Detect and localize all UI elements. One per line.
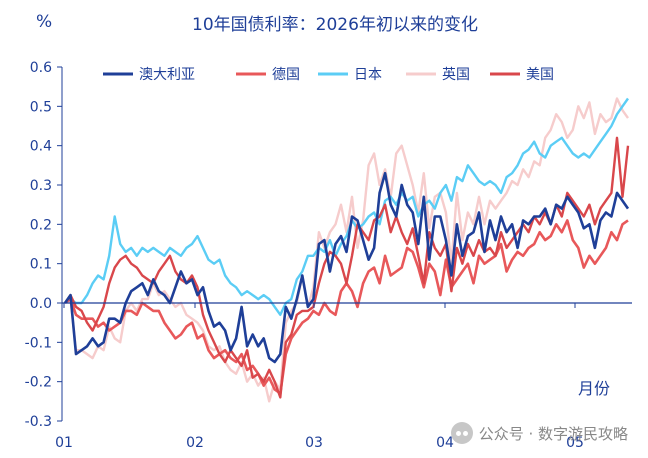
legend-label: 美国 <box>526 67 554 83</box>
legend-label: 澳大利亚 <box>139 67 195 83</box>
y-tick-label: 0.6 <box>30 60 52 76</box>
y-axis-unit: % <box>36 12 52 32</box>
x-tick-label: 05 <box>566 435 584 451</box>
y-tick-label: 0.4 <box>30 139 52 155</box>
y-tick-label: -0.1 <box>25 335 52 351</box>
y-tick-label: 0.1 <box>30 257 52 273</box>
y-tick-label: -0.3 <box>25 414 52 430</box>
x-tick-label: 02 <box>186 435 204 451</box>
axes: -0.3 -0.2 -0.1 0.0 0.1 0.2 0.3 0.4 0.5 0.6 01 02 03 0… <box>25 60 632 451</box>
series-line-3 <box>64 97 629 403</box>
watermark-text: 公众号 · 数字游民攻略 <box>478 424 628 443</box>
y-tick-label: 0.0 <box>30 296 52 312</box>
x-axis-label: 月份 <box>578 379 610 398</box>
y-tick-label: 0.2 <box>30 217 52 233</box>
series-line-2 <box>64 97 629 316</box>
legend-label: 英国 <box>442 66 470 83</box>
y-tick-label: -0.2 <box>25 375 52 391</box>
legend: 澳大利亚 德国 日本 英国 美国 <box>103 66 554 83</box>
x-tick-label: 03 <box>305 435 323 451</box>
chart-title: 10年国债利率：2026年初以来的变化 <box>192 15 478 35</box>
y-tick-label: 0.5 <box>30 99 52 115</box>
x-tick-label: 04 <box>436 435 454 451</box>
series-line-0 <box>63 171 630 364</box>
wechat-icon <box>450 422 473 444</box>
watermark: 公众号 · 数字游民攻略 <box>450 422 628 444</box>
legend-label: 德国 <box>272 67 300 83</box>
series-line-4 <box>64 136 630 399</box>
series-layer <box>63 97 630 403</box>
x-tick-label: 01 <box>55 435 73 451</box>
y-tick-label: 0.3 <box>30 178 52 194</box>
legend-label: 日本 <box>354 67 382 83</box>
